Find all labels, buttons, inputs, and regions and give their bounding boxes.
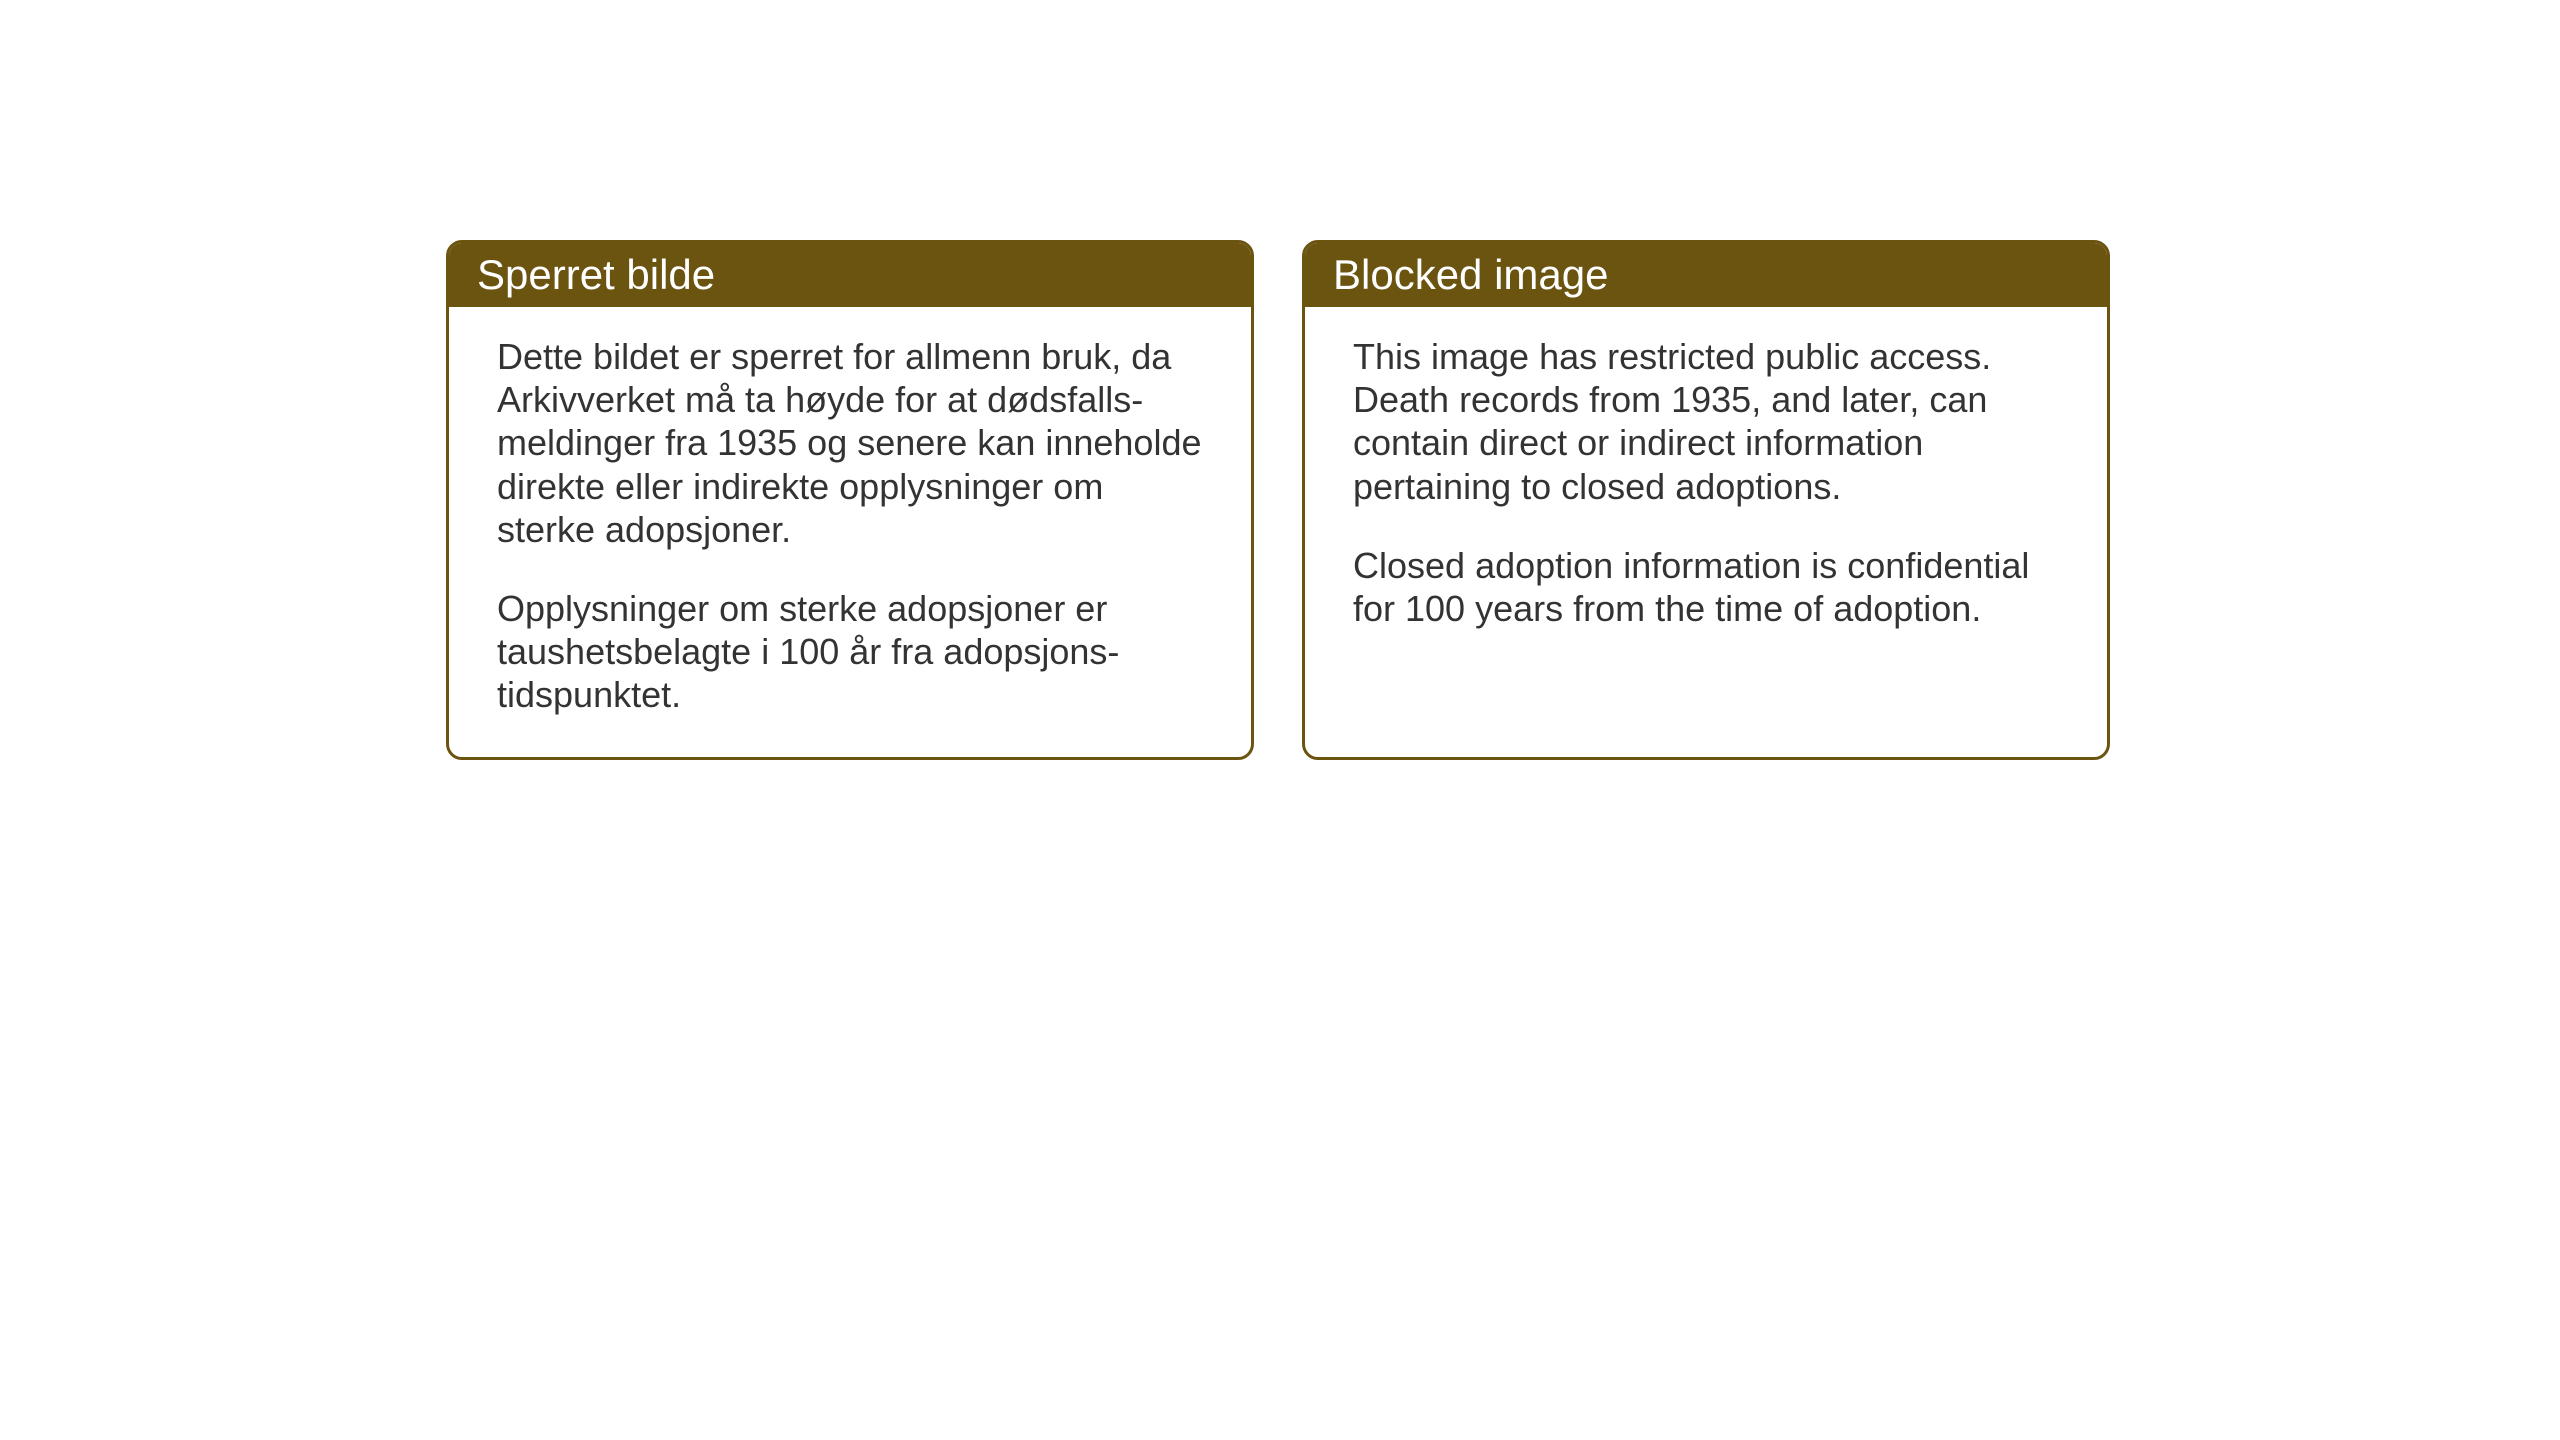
notice-header-english: Blocked image (1305, 243, 2107, 307)
notice-paragraph-2-norwegian: Opplysninger om sterke adopsjoner er tau… (497, 587, 1203, 717)
notice-paragraph-2-english: Closed adoption information is confident… (1353, 544, 2059, 630)
notice-card-norwegian: Sperret bilde Dette bildet er sperret fo… (446, 240, 1254, 760)
notice-container: Sperret bilde Dette bildet er sperret fo… (446, 240, 2110, 760)
notice-paragraph-1-english: This image has restricted public access.… (1353, 335, 2059, 508)
notice-body-norwegian: Dette bildet er sperret for allmenn bruk… (449, 307, 1251, 757)
notice-body-english: This image has restricted public access.… (1305, 307, 2107, 670)
notice-paragraph-1-norwegian: Dette bildet er sperret for allmenn bruk… (497, 335, 1203, 551)
notice-card-english: Blocked image This image has restricted … (1302, 240, 2110, 760)
notice-title-norwegian: Sperret bilde (477, 251, 715, 298)
notice-header-norwegian: Sperret bilde (449, 243, 1251, 307)
notice-title-english: Blocked image (1333, 251, 1608, 298)
